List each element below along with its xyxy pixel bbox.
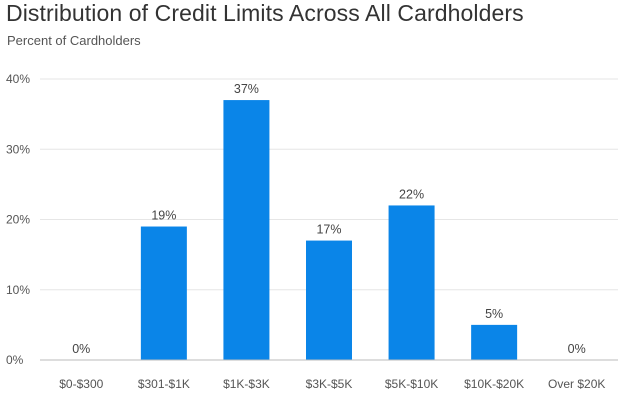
data-label: 0% <box>72 342 90 356</box>
data-labels: 0% 19% 37% 17% 22% 5% 0% <box>72 82 586 356</box>
data-label: 37% <box>234 82 259 96</box>
y-tick-label: 30% <box>6 142 30 156</box>
x-tick-label: $10K-$20K <box>464 377 524 391</box>
data-label: 5% <box>485 307 503 321</box>
bars <box>140 100 518 360</box>
data-label: 17% <box>316 223 341 237</box>
data-label: 19% <box>151 209 176 223</box>
bar-5 <box>471 324 518 360</box>
x-tick-label: $0-$300 <box>59 377 103 391</box>
chart-title: Distribution of Credit Limits Across All… <box>6 0 524 26</box>
data-label: 22% <box>399 187 424 201</box>
x-axis-ticks: $0-$300 $301-$1K $1K-$3K $3K-$5K $5K-$10K $10… <box>59 377 605 391</box>
y-tick-label: 40% <box>6 72 30 86</box>
bar-4 <box>388 205 435 360</box>
x-tick-label: $301-$1K <box>138 377 190 391</box>
y-axis-ticks: 0% 10% 20% 30% 40% <box>6 72 30 367</box>
bar-3 <box>306 240 352 360</box>
chart-subtitle: Percent of Cardholders <box>7 33 141 48</box>
x-tick-label: $3K-$5K <box>306 377 353 391</box>
x-tick-label: $1K-$3K <box>223 377 270 391</box>
x-tick-label: $5K-$10K <box>385 377 438 391</box>
y-tick-label: 0% <box>6 353 24 367</box>
y-tick-label: 10% <box>6 283 30 297</box>
x-tick-label: Over $20K <box>548 377 605 391</box>
data-label: 0% <box>568 342 586 356</box>
bar-2 <box>223 100 270 360</box>
bar-1 <box>140 226 187 360</box>
y-tick-label: 20% <box>6 213 30 227</box>
